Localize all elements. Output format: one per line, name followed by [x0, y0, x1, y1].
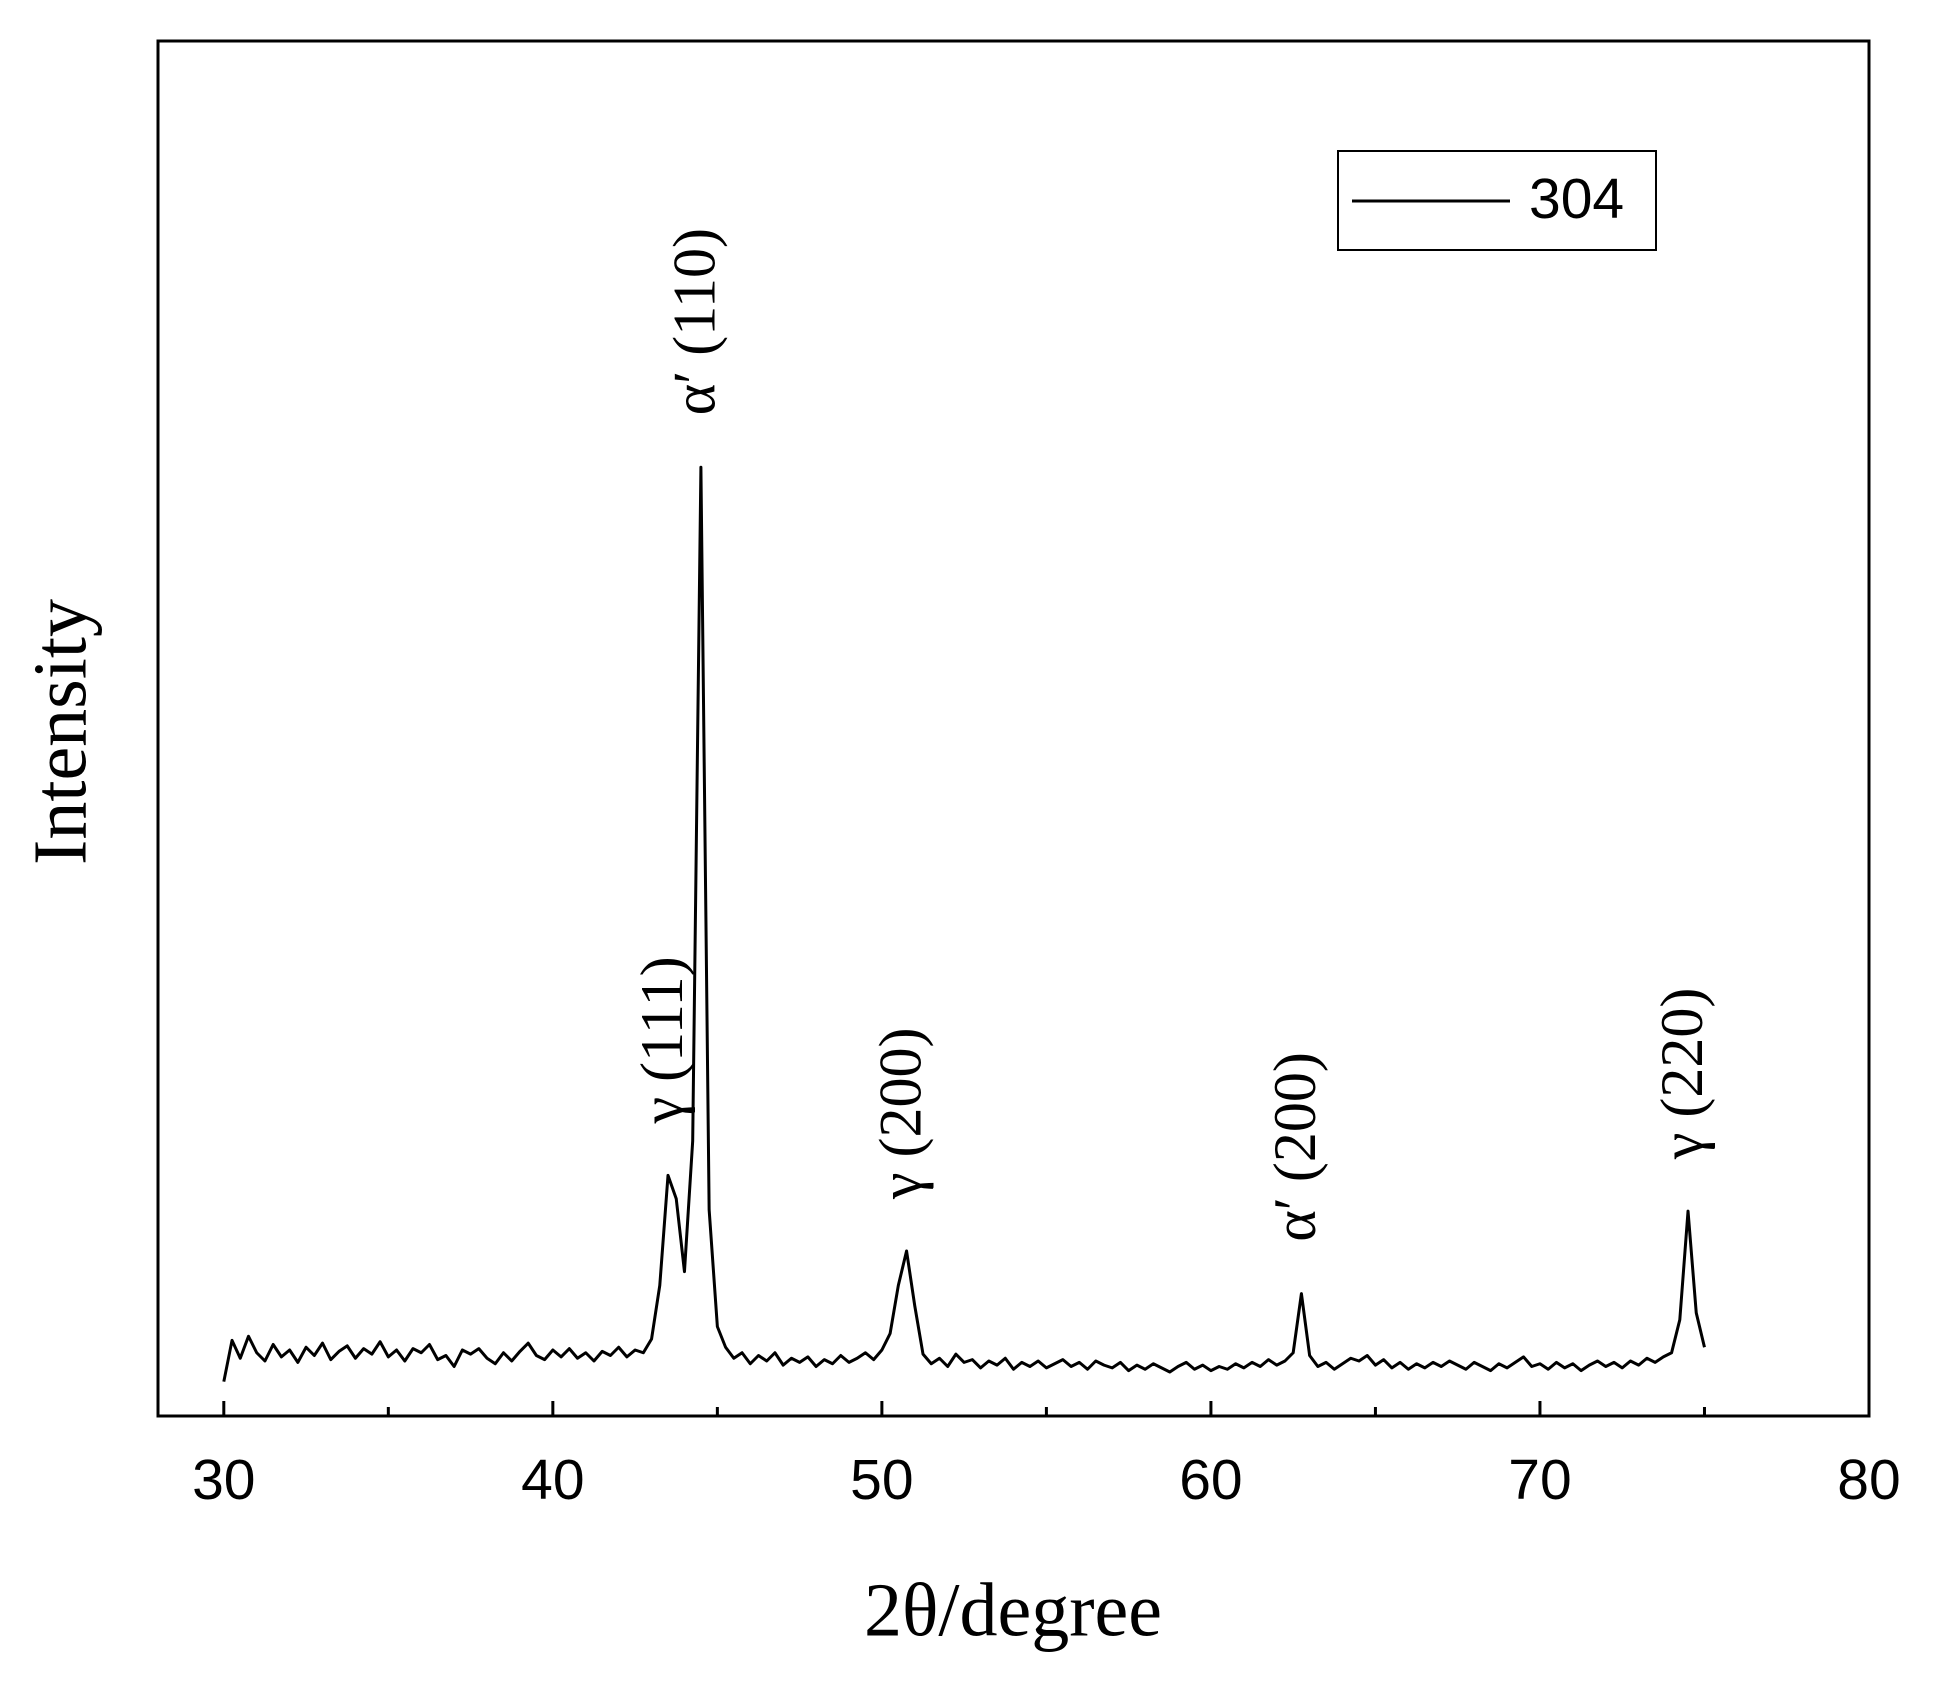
x-axis-label: 2θ/degree	[864, 1568, 1162, 1652]
plot-frame	[156, 39, 1871, 1418]
x-tick-label: 80	[1837, 1448, 1900, 1512]
data-line	[222, 465, 1706, 1382]
x-tick-label: 50	[850, 1448, 913, 1512]
y-axis-label: Intensity	[18, 599, 102, 865]
x-tick-label: 30	[192, 1448, 255, 1512]
legend-label: 304	[1529, 167, 1624, 231]
peak-annotation: γ (200)	[867, 1028, 933, 1200]
peak-annotation: γ (111)	[629, 956, 695, 1124]
peak-annotation: α′ (200)	[1262, 1052, 1328, 1242]
peak-annotation: α′ (110)	[662, 228, 728, 415]
x-tick-label: 40	[521, 1448, 584, 1512]
x-tick-label: 70	[1508, 1448, 1571, 1512]
x-tick-label: 60	[1179, 1448, 1242, 1512]
peak-annotation: γ (220)	[1649, 988, 1715, 1160]
